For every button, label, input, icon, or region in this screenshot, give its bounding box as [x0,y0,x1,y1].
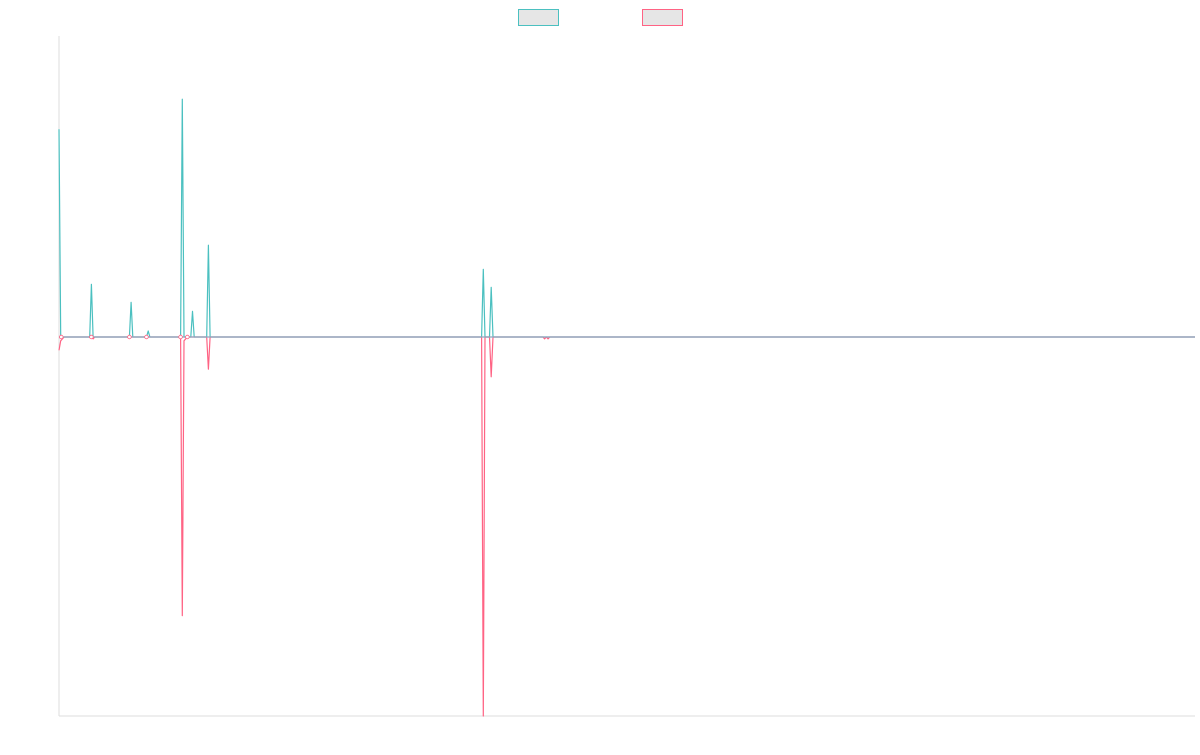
point-marker-3 [127,334,132,340]
series-line-1 [58,98,1195,338]
point-marker-1 [59,334,64,340]
point-marker-2 [89,334,94,340]
point-marker-5 [178,334,183,340]
point-marker-4 [144,334,149,340]
legend-swatch-2 [642,9,683,26]
series-line-2 [58,336,1195,717]
point-marker-6 [185,334,190,340]
legend-swatch-1 [518,9,559,26]
